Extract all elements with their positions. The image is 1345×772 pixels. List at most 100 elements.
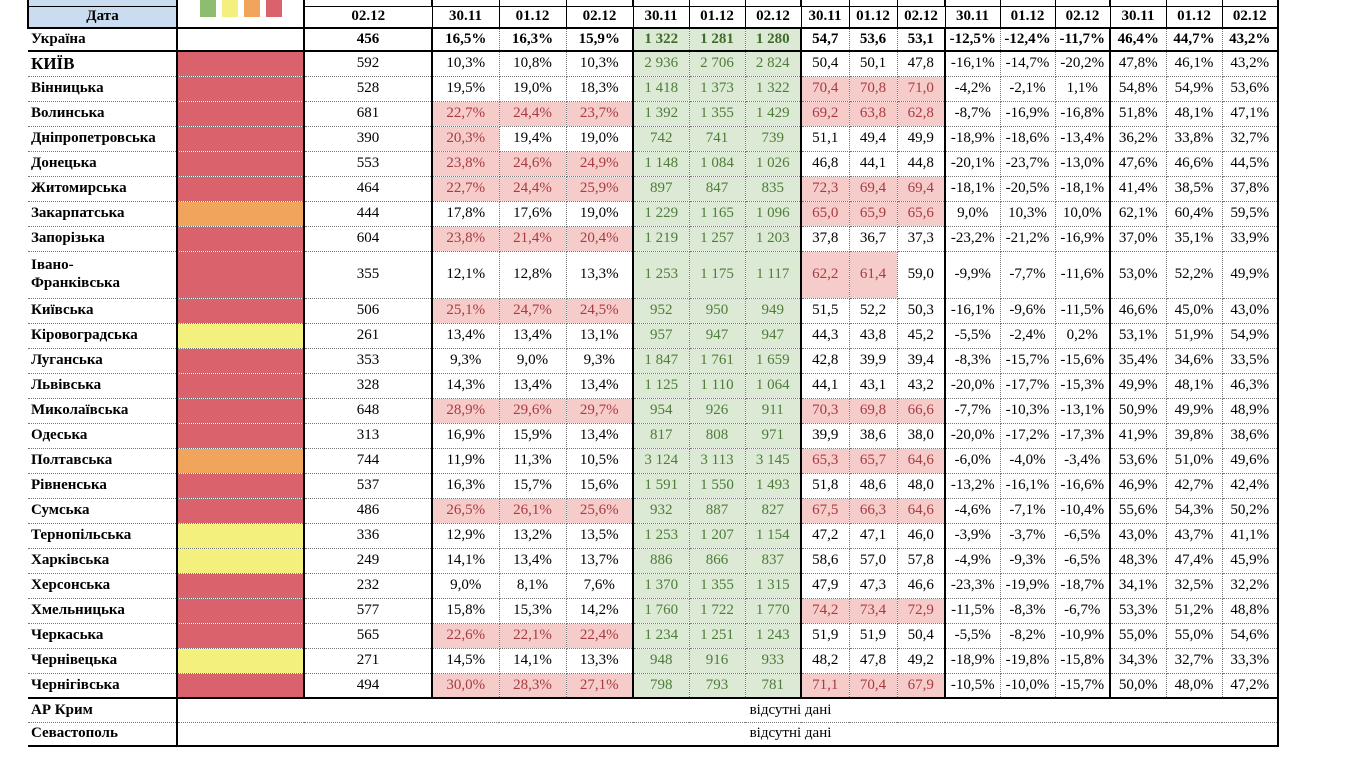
share-percent-cell: 52,2% <box>1165 250 1223 299</box>
change-percent-cell: -20,0% <box>944 422 1001 449</box>
daily-value-cell: 355 <box>303 250 433 299</box>
decimal-value-cell: 47,8 <box>848 647 898 674</box>
percent-cell: 13,1% <box>565 322 634 349</box>
region-name-cell: Волинська <box>28 100 178 127</box>
risk-color-cell <box>176 422 305 449</box>
percent-cell: 13,4% <box>431 322 500 349</box>
share-percent-cell: 55,0% <box>1165 622 1223 649</box>
percent-cell: 15,8% <box>431 597 500 624</box>
change-percent-cell: -10,5% <box>944 672 1001 699</box>
change-percent-cell: -8,3% <box>999 597 1056 624</box>
green-value-cell: 887 <box>688 497 746 524</box>
region-row: КИЇВ 592 10,3% 10,8% 10,3% 2 936 2 706 2 824 50,… <box>28 50 1279 77</box>
decimal-value-cell: 36,7 <box>848 225 898 252</box>
daily-value-cell: 464 <box>303 175 433 202</box>
decimal-value-cell: 72,9 <box>896 597 946 624</box>
share-percent-cell: 47,8% <box>1109 50 1167 77</box>
change-percent-cell: -7,7% <box>999 250 1056 299</box>
change-percent-cell: -18,1% <box>1054 175 1111 202</box>
change-percent-cell: -4,2% <box>944 75 1001 102</box>
green-value-cell: 971 <box>744 422 802 449</box>
percent-cell: 18,3% <box>565 75 634 102</box>
daily-value-cell: 537 <box>303 472 433 499</box>
percent-cell: 23,8% <box>431 225 500 252</box>
change-percent-cell: -18,7% <box>1054 572 1111 599</box>
change-percent-cell: -15,7% <box>999 347 1056 374</box>
percent-cell: 10,5% <box>565 447 634 474</box>
region-name-cell: Тернопільська <box>28 522 178 549</box>
decimal-value-cell: 38,0 <box>896 422 946 449</box>
green-value-cell: 1 493 <box>744 472 802 499</box>
green-value-cell: 1 659 <box>744 347 802 374</box>
green-value-cell: 1 251 <box>688 622 746 649</box>
date-column-header: 02.12 <box>1054 5 1111 29</box>
green-value-cell: 739 <box>744 125 802 152</box>
region-name-cell: Чернігівська <box>28 672 178 699</box>
change-percent-cell: -3,7% <box>999 522 1056 549</box>
risk-color-cell <box>176 522 305 549</box>
decimal-value-cell: 69,4 <box>896 175 946 202</box>
green-value-cell: 1 165 <box>688 200 746 227</box>
green-value-cell: 911 <box>744 397 802 424</box>
region-name-cell: Миколаївська <box>28 397 178 424</box>
green-value-cell: 1 355 <box>688 100 746 127</box>
daily-value-cell: 506 <box>303 297 433 324</box>
green-value-cell: 954 <box>632 397 690 424</box>
region-row: Сумська 486 26,5% 26,1% 25,6% 932 887 827 67,5 66… <box>28 497 1279 524</box>
green-value-cell: 1 429 <box>744 100 802 127</box>
decimal-value-cell: 62,8 <box>896 100 946 127</box>
region-row: Донецька 553 23,8% 24,6% 24,9% 1 148 1 084 1 02… <box>28 150 1279 177</box>
share-percent-cell: 47,6% <box>1109 150 1167 177</box>
percent-cell: 14,3% <box>431 372 500 399</box>
change-percent-cell: -16,1% <box>944 50 1001 77</box>
green-value-cell: 1 084 <box>688 150 746 177</box>
region-name-cell: Кіровоградська <box>28 322 178 349</box>
share-percent-cell: 47,2% <box>1221 672 1279 699</box>
percent-cell: 16,3% <box>431 472 500 499</box>
share-percent-cell: 48,9% <box>1221 397 1279 424</box>
change-percent-cell: -16,1% <box>999 472 1056 499</box>
decimal-value-cell: 52,2 <box>848 297 898 324</box>
region-name-cell: Вінницька <box>28 75 178 102</box>
green-value-cell: 926 <box>688 397 746 424</box>
percent-cell: 13,4% <box>565 422 634 449</box>
region-row: Дніпропетровська 390 20,3% 19,4% 19,0% 742 741… <box>28 125 1279 152</box>
decimal-value-cell: 63,8 <box>848 100 898 127</box>
green-value-cell: 2 936 <box>632 50 690 77</box>
daily-value-cell: 456 <box>303 27 433 52</box>
change-percent-cell: -10,3% <box>999 397 1056 424</box>
risk-color-cell <box>176 297 305 324</box>
percent-cell: 9,3% <box>565 347 634 374</box>
daily-value-cell: 444 <box>303 200 433 227</box>
green-value-cell: 947 <box>744 322 802 349</box>
percent-cell: 13,4% <box>498 547 567 574</box>
share-percent-cell: 38,5% <box>1165 175 1223 202</box>
change-percent-cell: -19,9% <box>999 572 1056 599</box>
share-percent-cell: 48,8% <box>1221 597 1279 624</box>
risk-color-cell <box>176 225 305 252</box>
change-percent-cell: -9,3% <box>999 547 1056 574</box>
share-percent-cell: 32,7% <box>1221 125 1279 152</box>
percent-cell: 10,8% <box>498 50 567 77</box>
region-name-cell: Херсонська <box>28 572 178 599</box>
percent-cell: 15,7% <box>498 472 567 499</box>
percent-cell: 9,0% <box>498 347 567 374</box>
daily-value-cell: 261 <box>303 322 433 349</box>
date-column-header: 01.12 <box>688 5 746 29</box>
green-value-cell: 3 145 <box>744 447 802 474</box>
green-value-cell: 1 315 <box>744 572 802 599</box>
region-name-cell: Харківська <box>28 547 178 574</box>
green-value-cell: 798 <box>632 672 690 699</box>
share-percent-cell: 37,8% <box>1221 175 1279 202</box>
percent-cell: 22,4% <box>565 622 634 649</box>
change-percent-cell: -18,6% <box>999 125 1056 152</box>
risk-color-cell <box>176 322 305 349</box>
percent-cell: 15,6% <box>565 472 634 499</box>
decimal-value-cell: 64,6 <box>896 447 946 474</box>
percent-cell: 8,1% <box>498 572 567 599</box>
daily-value-cell: 553 <box>303 150 433 177</box>
change-percent-cell: -3,4% <box>1054 447 1111 474</box>
change-percent-cell: -23,7% <box>999 150 1056 177</box>
percent-cell: 13,2% <box>498 522 567 549</box>
share-percent-cell: 34,6% <box>1165 347 1223 374</box>
